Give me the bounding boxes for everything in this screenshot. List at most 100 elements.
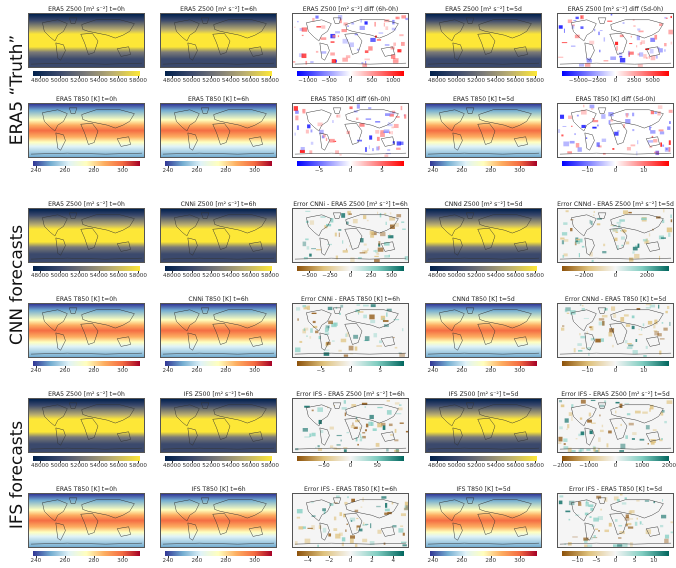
- anomaly-patch: [393, 336, 395, 339]
- anomaly-patch: [298, 53, 304, 58]
- colorbar-tick-mark: [350, 366, 352, 368]
- anomaly-patch: [354, 543, 358, 547]
- colorbar: [562, 361, 669, 366]
- anomaly-patch: [670, 214, 672, 219]
- anomaly-patch: [391, 110, 396, 114]
- anomaly-patch: [637, 64, 643, 67]
- anomaly-patch: [382, 319, 389, 323]
- anomaly-patch: [356, 517, 359, 520]
- anomaly-patch: [668, 109, 673, 113]
- anomaly-patch: [400, 525, 404, 527]
- map-plot: [28, 208, 145, 263]
- anomaly-patch: [402, 228, 406, 230]
- colorbar-tick-label: 56000: [109, 78, 128, 84]
- colorbar: [33, 161, 140, 166]
- colorbar-tick-label: 50000: [182, 463, 201, 469]
- colorbar-tick-label: 48000: [30, 78, 49, 84]
- anomaly-patch: [578, 501, 582, 506]
- anomaly-patch: [637, 243, 640, 248]
- anomaly-patch: [335, 255, 339, 260]
- anomaly-patch: [591, 536, 593, 540]
- colorbar-tick-label: 54000: [486, 78, 505, 84]
- anomaly-patch: [335, 448, 341, 450]
- colorbar-tick-mark: [519, 166, 521, 168]
- colorbar-tick-label: 56000: [109, 273, 128, 279]
- colorbar-tick-label: 56000: [506, 273, 525, 279]
- anomaly-patch: [312, 320, 316, 324]
- anomaly-patch: [302, 305, 307, 308]
- anomaly-patch: [344, 501, 348, 505]
- colorbar-tick-mark: [476, 76, 477, 78]
- colorbar-tick-mark: [64, 166, 66, 168]
- anomaly-patch: [668, 232, 671, 237]
- map-plot: [28, 303, 145, 358]
- anomaly-patch: [618, 537, 622, 539]
- anomaly-patch: [402, 544, 407, 547]
- anomaly-patch: [645, 345, 648, 349]
- anomaly-patch: [581, 347, 586, 350]
- anomaly-patch: [616, 46, 618, 51]
- colorbar-tick-label: 1000: [386, 78, 401, 84]
- anomaly-patch: [357, 311, 360, 315]
- colorbar-tick-mark: [93, 556, 95, 558]
- anomaly-patch: [659, 23, 663, 27]
- colorbar-tick-mark: [642, 461, 643, 463]
- colorbar-tick-mark: [350, 76, 352, 78]
- anomaly-patch: [579, 448, 584, 452]
- colorbar-tick-label: −5000: [568, 78, 588, 84]
- anomaly-patch: [341, 407, 347, 410]
- anomaly-patch: [364, 336, 370, 341]
- anomaly-patch: [359, 25, 365, 30]
- anomaly-patch: [624, 497, 627, 500]
- anomaly-patch: [619, 219, 625, 222]
- colorbar-tick-mark: [118, 271, 119, 273]
- colorbar-tick-label: 260: [59, 368, 71, 374]
- colorbar: [33, 361, 140, 366]
- anomaly-patch: [311, 432, 316, 437]
- anomaly-patch: [380, 132, 385, 137]
- anomaly-patch: [598, 31, 600, 36]
- anomaly-patch: [349, 538, 354, 544]
- anomaly-patch: [304, 405, 310, 408]
- anomaly-patch: [374, 259, 380, 262]
- anomaly-patch: [581, 109, 587, 115]
- anomaly-patch: [360, 436, 364, 439]
- anomaly-patch: [632, 129, 635, 132]
- colorbar-tick-label: 58000: [261, 463, 279, 469]
- anomaly-patch: [584, 538, 588, 543]
- anomaly-patch: [647, 443, 649, 445]
- anomaly-patch: [391, 131, 393, 135]
- anomaly-patch: [382, 317, 385, 322]
- anomaly-patch: [310, 61, 314, 63]
- anomaly-patch: [599, 414, 601, 417]
- anomaly-patch: [404, 256, 408, 261]
- anomaly-patch: [345, 333, 348, 338]
- colorbar-tick-mark: [250, 461, 251, 463]
- anomaly-patch: [305, 306, 308, 309]
- anomaly-patch: [622, 228, 626, 234]
- panel-title: CNNi T850 [K] t=6h: [188, 296, 249, 303]
- colorbar-tick-mark: [562, 461, 563, 463]
- anomaly-patch: [655, 150, 660, 156]
- anomaly-patch: [574, 133, 576, 136]
- anomaly-patch: [312, 325, 318, 328]
- anomaly-patch: [405, 504, 408, 509]
- anomaly-patch: [564, 308, 568, 313]
- anomaly-patch: [642, 238, 648, 242]
- anomaly-patch: [390, 54, 396, 59]
- anomaly-patch: [631, 325, 635, 330]
- anomaly-patch: [387, 235, 390, 238]
- anomaly-patch: [373, 250, 377, 252]
- colorbar-tick-label: 50000: [447, 78, 466, 84]
- colorbar-tick-label: 260: [456, 168, 468, 174]
- colorbar-tick-mark: [39, 461, 41, 463]
- anomaly-patch: [558, 500, 563, 505]
- anomaly-patch: [335, 59, 337, 63]
- colorbar: [562, 161, 669, 166]
- map-plot: [160, 493, 277, 548]
- anomaly-patch: [363, 215, 367, 220]
- coastline: [162, 212, 275, 260]
- colorbar-tick-label: 52000: [202, 78, 221, 84]
- map-plot: [160, 398, 277, 453]
- colorbar: [430, 266, 537, 271]
